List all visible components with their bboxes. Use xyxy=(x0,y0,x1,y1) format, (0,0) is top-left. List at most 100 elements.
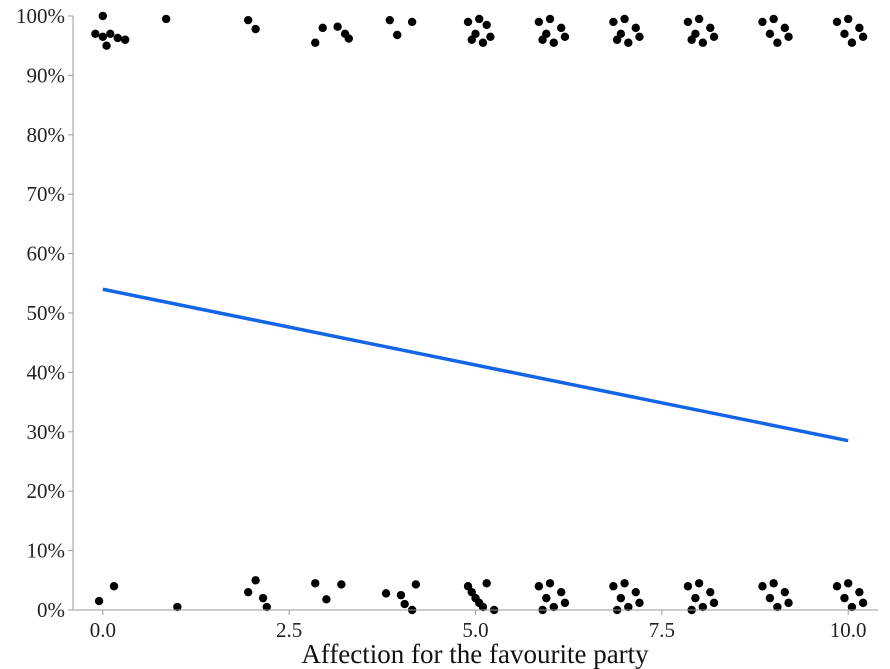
x-tick-label: 10.0 xyxy=(830,618,867,642)
data-point xyxy=(109,582,119,591)
y-tick-label: 20% xyxy=(27,479,66,503)
data-point xyxy=(549,602,558,612)
data-point xyxy=(534,582,544,591)
data-point xyxy=(698,602,708,612)
data-point xyxy=(773,602,782,612)
data-point xyxy=(624,38,633,47)
data-point xyxy=(843,14,853,24)
y-tick-label: 10% xyxy=(27,539,66,563)
data-point xyxy=(381,589,391,598)
data-point xyxy=(840,593,849,603)
data-point xyxy=(847,602,857,612)
data-point xyxy=(243,587,253,597)
data-point xyxy=(333,22,342,31)
x-tick-label: 5.0 xyxy=(462,618,488,642)
data-point xyxy=(780,587,790,597)
x-tick-label: 0.0 xyxy=(90,618,116,642)
data-point xyxy=(687,35,696,44)
data-point xyxy=(161,14,171,24)
data-point xyxy=(616,593,626,603)
data-point xyxy=(337,580,346,589)
data-point xyxy=(765,29,775,39)
data-point xyxy=(475,14,484,24)
data-point xyxy=(467,587,476,597)
data-point xyxy=(832,582,842,591)
data-point xyxy=(840,29,849,39)
data-point xyxy=(847,38,857,47)
data-point xyxy=(545,14,555,24)
data-point xyxy=(311,38,320,47)
data-point xyxy=(631,23,640,33)
y-tick-label: 0% xyxy=(37,598,65,622)
data-point xyxy=(557,587,566,597)
data-point xyxy=(251,576,260,585)
data-point xyxy=(545,579,555,588)
data-point xyxy=(102,41,111,50)
fit-layer xyxy=(102,287,849,443)
data-point xyxy=(467,35,476,44)
data-point xyxy=(98,32,108,41)
data-point xyxy=(560,598,570,608)
data-point xyxy=(709,598,719,608)
data-point xyxy=(482,579,491,588)
data-point xyxy=(407,17,417,27)
data-point xyxy=(855,587,864,597)
fit-line xyxy=(102,287,849,443)
data-point xyxy=(683,17,693,27)
data-point xyxy=(98,11,108,21)
data-point xyxy=(322,595,331,604)
points-layer xyxy=(91,11,868,615)
x-tick-label: 7.5 xyxy=(649,618,675,642)
axes xyxy=(72,16,878,611)
data-point xyxy=(683,582,693,591)
data-point xyxy=(393,30,402,40)
data-point xyxy=(631,587,640,597)
data-point xyxy=(486,32,495,41)
data-point xyxy=(765,593,775,603)
data-point xyxy=(709,32,719,41)
data-point xyxy=(549,38,558,47)
y-tick-label: 90% xyxy=(27,63,66,87)
data-point xyxy=(858,32,868,41)
data-point xyxy=(691,593,700,603)
data-point xyxy=(694,14,704,24)
data-point xyxy=(534,17,544,27)
data-point xyxy=(855,23,864,33)
data-point xyxy=(858,598,868,608)
data-point xyxy=(612,35,622,44)
data-point xyxy=(832,17,842,27)
data-point xyxy=(91,29,100,39)
data-point xyxy=(94,596,104,606)
x-axis-title: Affection for the favourite party xyxy=(301,639,649,669)
data-point xyxy=(635,32,644,41)
data-point xyxy=(411,580,421,589)
data-point xyxy=(478,38,488,47)
data-point xyxy=(698,38,708,47)
data-point xyxy=(243,15,253,25)
x-ticks: 0.0 2.5 5.0 7.5 10.0 xyxy=(90,610,867,642)
data-point xyxy=(542,593,551,603)
y-tick-label: 80% xyxy=(27,123,66,147)
data-point xyxy=(262,602,271,612)
data-point xyxy=(258,593,268,603)
data-point xyxy=(758,17,767,27)
data-point xyxy=(769,14,778,24)
data-point xyxy=(475,598,484,608)
data-point xyxy=(624,602,633,612)
y-tick-label: 100% xyxy=(16,4,65,28)
data-point xyxy=(609,17,618,27)
data-point xyxy=(120,35,130,44)
data-point xyxy=(706,23,715,33)
data-point xyxy=(344,34,353,43)
data-point xyxy=(385,15,394,25)
y-tick-label: 30% xyxy=(27,420,66,444)
y-tick-label: 40% xyxy=(27,360,66,384)
data-point xyxy=(843,579,853,588)
data-point xyxy=(694,579,704,588)
x-tick-label: 2.5 xyxy=(276,618,302,642)
data-point xyxy=(769,579,778,588)
data-point xyxy=(635,598,644,608)
data-point xyxy=(400,599,409,609)
y-ticks: 0% 10% 20% 30% 40% 50% 60% 70% 80% 90% 100% xyxy=(16,4,73,622)
data-point xyxy=(396,590,406,600)
